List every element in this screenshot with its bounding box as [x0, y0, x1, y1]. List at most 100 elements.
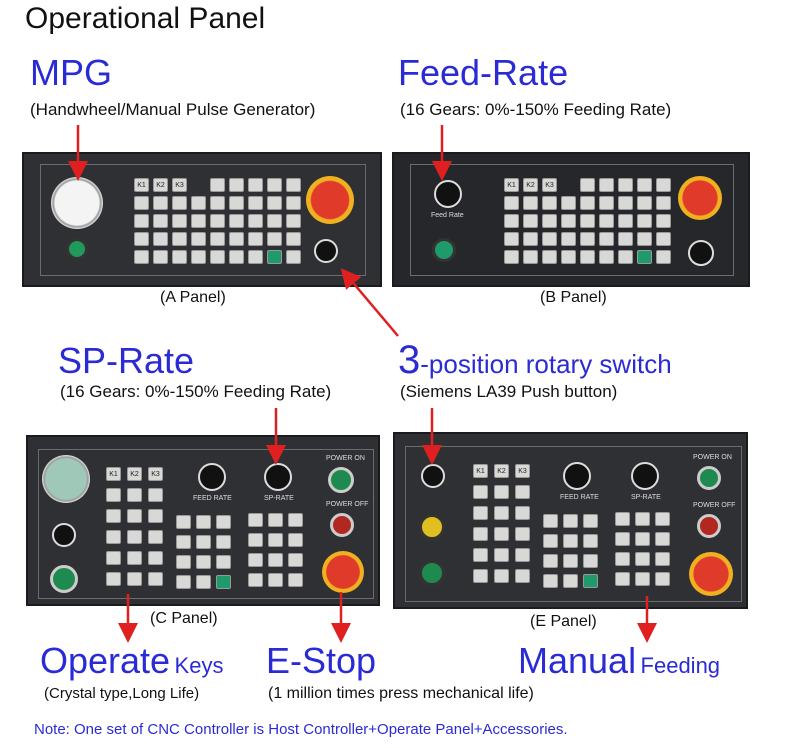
operate-key[interactable]: [656, 232, 671, 246]
key-k3[interactable]: K3: [542, 178, 557, 192]
operate-key[interactable]: [655, 512, 670, 526]
operate-key[interactable]: [655, 572, 670, 586]
operate-key[interactable]: [494, 527, 509, 541]
operate-key[interactable]: [504, 214, 519, 228]
key-k1[interactable]: K1: [106, 467, 121, 481]
power-on-button[interactable]: [697, 466, 721, 490]
operate-key[interactable]: [127, 509, 142, 523]
handwheel[interactable]: [42, 455, 90, 503]
operate-key[interactable]: [542, 214, 557, 228]
operate-key[interactable]: [153, 214, 168, 228]
operate-key[interactable]: [543, 514, 558, 528]
operate-key[interactable]: [288, 533, 303, 547]
operate-key[interactable]: [153, 196, 168, 210]
operate-key[interactable]: [286, 196, 301, 210]
operate-key[interactable]: [563, 534, 578, 548]
key-k2[interactable]: K2: [153, 178, 168, 192]
operate-key[interactable]: [494, 485, 509, 499]
operate-key[interactable]: [637, 250, 652, 264]
operate-key[interactable]: [286, 232, 301, 246]
operate-key[interactable]: [127, 572, 142, 586]
power-off-button[interactable]: [697, 514, 721, 538]
operate-key[interactable]: [542, 196, 557, 210]
operate-key[interactable]: [542, 250, 557, 264]
operate-key[interactable]: [473, 548, 488, 562]
operate-key[interactable]: [615, 552, 630, 566]
cycle-start-button[interactable]: [432, 238, 456, 262]
operate-key[interactable]: [580, 214, 595, 228]
operate-key[interactable]: [229, 232, 244, 246]
operate-key[interactable]: [635, 512, 650, 526]
operate-key[interactable]: [473, 506, 488, 520]
operate-key[interactable]: [196, 515, 211, 529]
operate-key[interactable]: [134, 196, 149, 210]
cycle-start-button[interactable]: [419, 560, 445, 586]
operate-key[interactable]: [191, 214, 206, 228]
operate-key[interactable]: [106, 572, 121, 586]
cycle-start-button[interactable]: [50, 565, 78, 593]
operate-key[interactable]: [127, 551, 142, 565]
operate-key[interactable]: [583, 514, 598, 528]
operate-key[interactable]: [268, 573, 283, 587]
operate-key[interactable]: [561, 196, 576, 210]
operate-key[interactable]: [618, 196, 633, 210]
operate-key[interactable]: [599, 196, 614, 210]
operate-key[interactable]: [561, 214, 576, 228]
key-k2[interactable]: K2: [127, 467, 142, 481]
operate-key[interactable]: [655, 552, 670, 566]
operate-key[interactable]: [561, 232, 576, 246]
operate-key[interactable]: [176, 515, 191, 529]
sp-rate-knob[interactable]: [631, 462, 659, 490]
operate-key[interactable]: [583, 574, 598, 588]
operate-key[interactable]: [127, 488, 142, 502]
operate-key[interactable]: [656, 214, 671, 228]
operate-key[interactable]: [515, 548, 530, 562]
operate-key[interactable]: [580, 232, 595, 246]
operate-key[interactable]: [542, 232, 557, 246]
operate-key[interactable]: [523, 232, 538, 246]
operate-key[interactable]: [583, 534, 598, 548]
operate-key[interactable]: [248, 178, 263, 192]
operate-key[interactable]: [229, 178, 244, 192]
operate-key[interactable]: [196, 575, 211, 589]
operate-key[interactable]: [176, 555, 191, 569]
operate-key[interactable]: [210, 214, 225, 228]
operate-key[interactable]: [523, 196, 538, 210]
operate-key[interactable]: [106, 488, 121, 502]
operate-key[interactable]: [153, 232, 168, 246]
operate-key[interactable]: [106, 530, 121, 544]
feed-hold-button[interactable]: [419, 514, 445, 540]
operate-key[interactable]: [216, 575, 231, 589]
operate-key[interactable]: [191, 232, 206, 246]
operate-key[interactable]: [580, 250, 595, 264]
operate-key[interactable]: [134, 232, 149, 246]
key-k1[interactable]: K1: [504, 178, 519, 192]
operate-key[interactable]: [515, 506, 530, 520]
feed-rate-knob[interactable]: [434, 180, 462, 208]
emergency-stop[interactable]: [306, 176, 354, 224]
operate-key[interactable]: [599, 250, 614, 264]
key-k3[interactable]: K3: [148, 467, 163, 481]
operate-key[interactable]: [494, 548, 509, 562]
operate-key[interactable]: [248, 196, 263, 210]
emergency-stop[interactable]: [689, 552, 733, 596]
operate-key[interactable]: [635, 552, 650, 566]
operate-key[interactable]: [615, 512, 630, 526]
rotary-switch[interactable]: [52, 523, 76, 547]
operate-key[interactable]: [656, 178, 671, 192]
operate-key[interactable]: [268, 553, 283, 567]
operate-key[interactable]: [134, 214, 149, 228]
operate-key[interactable]: [191, 250, 206, 264]
operate-key[interactable]: [288, 573, 303, 587]
operate-key[interactable]: [248, 214, 263, 228]
key-k1[interactable]: K1: [134, 178, 149, 192]
operate-key[interactable]: [599, 214, 614, 228]
operate-key[interactable]: [618, 214, 633, 228]
operate-key[interactable]: [543, 574, 558, 588]
operate-key[interactable]: [563, 574, 578, 588]
key-k2[interactable]: K2: [523, 178, 538, 192]
operate-key[interactable]: [210, 232, 225, 246]
operate-key[interactable]: [106, 551, 121, 565]
operate-key[interactable]: [229, 250, 244, 264]
operate-key[interactable]: [515, 569, 530, 583]
